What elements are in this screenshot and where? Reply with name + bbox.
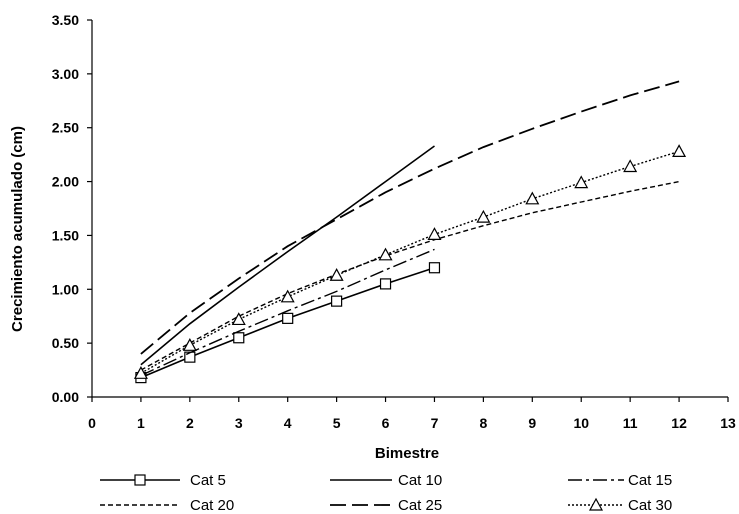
x-tick-label: 5 [333, 415, 341, 431]
legend-label: Cat 20 [190, 497, 234, 514]
y-tick-label: 2.50 [52, 120, 79, 136]
x-tick-label: 13 [720, 415, 736, 431]
x-tick-label: 12 [671, 415, 687, 431]
x-tick-label: 9 [528, 415, 536, 431]
y-tick-label: 1.50 [52, 227, 79, 243]
legend-item: Cat 10 [330, 472, 442, 489]
series-cat-5 [135, 262, 441, 384]
series-cat-30 [133, 144, 687, 379]
legend-item: Cat 5 [100, 472, 226, 489]
legend-marker [588, 497, 604, 511]
data-point [182, 338, 197, 351]
y-tick-label: 3.00 [52, 66, 79, 82]
legend-label: Cat 5 [190, 472, 226, 489]
data-point [672, 144, 687, 158]
x-tick-label: 0 [88, 415, 96, 431]
data-point [231, 312, 246, 326]
series-line [140, 80, 680, 355]
data-point [280, 289, 295, 303]
x-tick-label: 2 [186, 415, 194, 431]
x-tick-label: 3 [235, 415, 243, 431]
data-point [133, 366, 148, 379]
data-point [331, 295, 343, 307]
data-point [282, 312, 294, 324]
legend-label: Cat 10 [398, 472, 442, 489]
legend-label: Cat 30 [628, 497, 672, 514]
legend-item: Cat 30 [568, 497, 672, 514]
y-tick-label: 3.50 [52, 12, 79, 28]
legend-label: Cat 25 [398, 497, 442, 514]
y-tick-label: 2.00 [52, 174, 79, 190]
series-layer [133, 80, 687, 384]
x-tick-label: 7 [431, 415, 439, 431]
series-line [140, 145, 435, 366]
data-point [574, 175, 589, 189]
data-point [428, 262, 441, 274]
x-tick-label: 11 [623, 415, 638, 431]
x-tick-label: 6 [382, 415, 390, 431]
axes: 0.000.501.001.502.002.503.003.500 1 2 3 4 5 6 7… [52, 12, 736, 431]
x-tick-label: 8 [479, 415, 487, 431]
series-cat-10 [140, 145, 435, 366]
series-cat-25 [140, 80, 680, 355]
data-point [233, 332, 245, 344]
legend-label: Cat 15 [628, 472, 672, 489]
data-point [329, 268, 344, 281]
y-tick-label: 0.00 [52, 389, 79, 405]
data-point [525, 191, 540, 205]
legend-item: Cat 15 [568, 472, 672, 489]
legend-marker [134, 474, 146, 486]
y-axis-title: Crecimiento acumulado (cm) [9, 126, 26, 332]
data-point [476, 209, 491, 223]
legend-item: Cat 25 [330, 497, 442, 514]
series-line [140, 150, 680, 374]
x-axis-title: Bimestre [375, 445, 439, 462]
x-tick-label: 1 [137, 415, 145, 431]
series-cat-20 [140, 180, 680, 371]
data-point [378, 247, 393, 261]
series-line [140, 180, 680, 371]
series-line [140, 248, 435, 377]
data-point [623, 159, 638, 173]
x-tick-label: 10 [573, 415, 589, 431]
data-point [427, 227, 442, 240]
legend-item: Cat 20 [100, 497, 234, 514]
data-point [379, 278, 392, 290]
x-tick-label: 4 [284, 415, 292, 431]
series-cat-15 [140, 248, 435, 377]
y-tick-label: 1.00 [52, 281, 79, 297]
y-tick-label: 0.50 [52, 335, 79, 351]
legend: Cat 5 Cat 10 Cat 15 Cat 20 Cat 25 Cat 30 [100, 472, 672, 514]
